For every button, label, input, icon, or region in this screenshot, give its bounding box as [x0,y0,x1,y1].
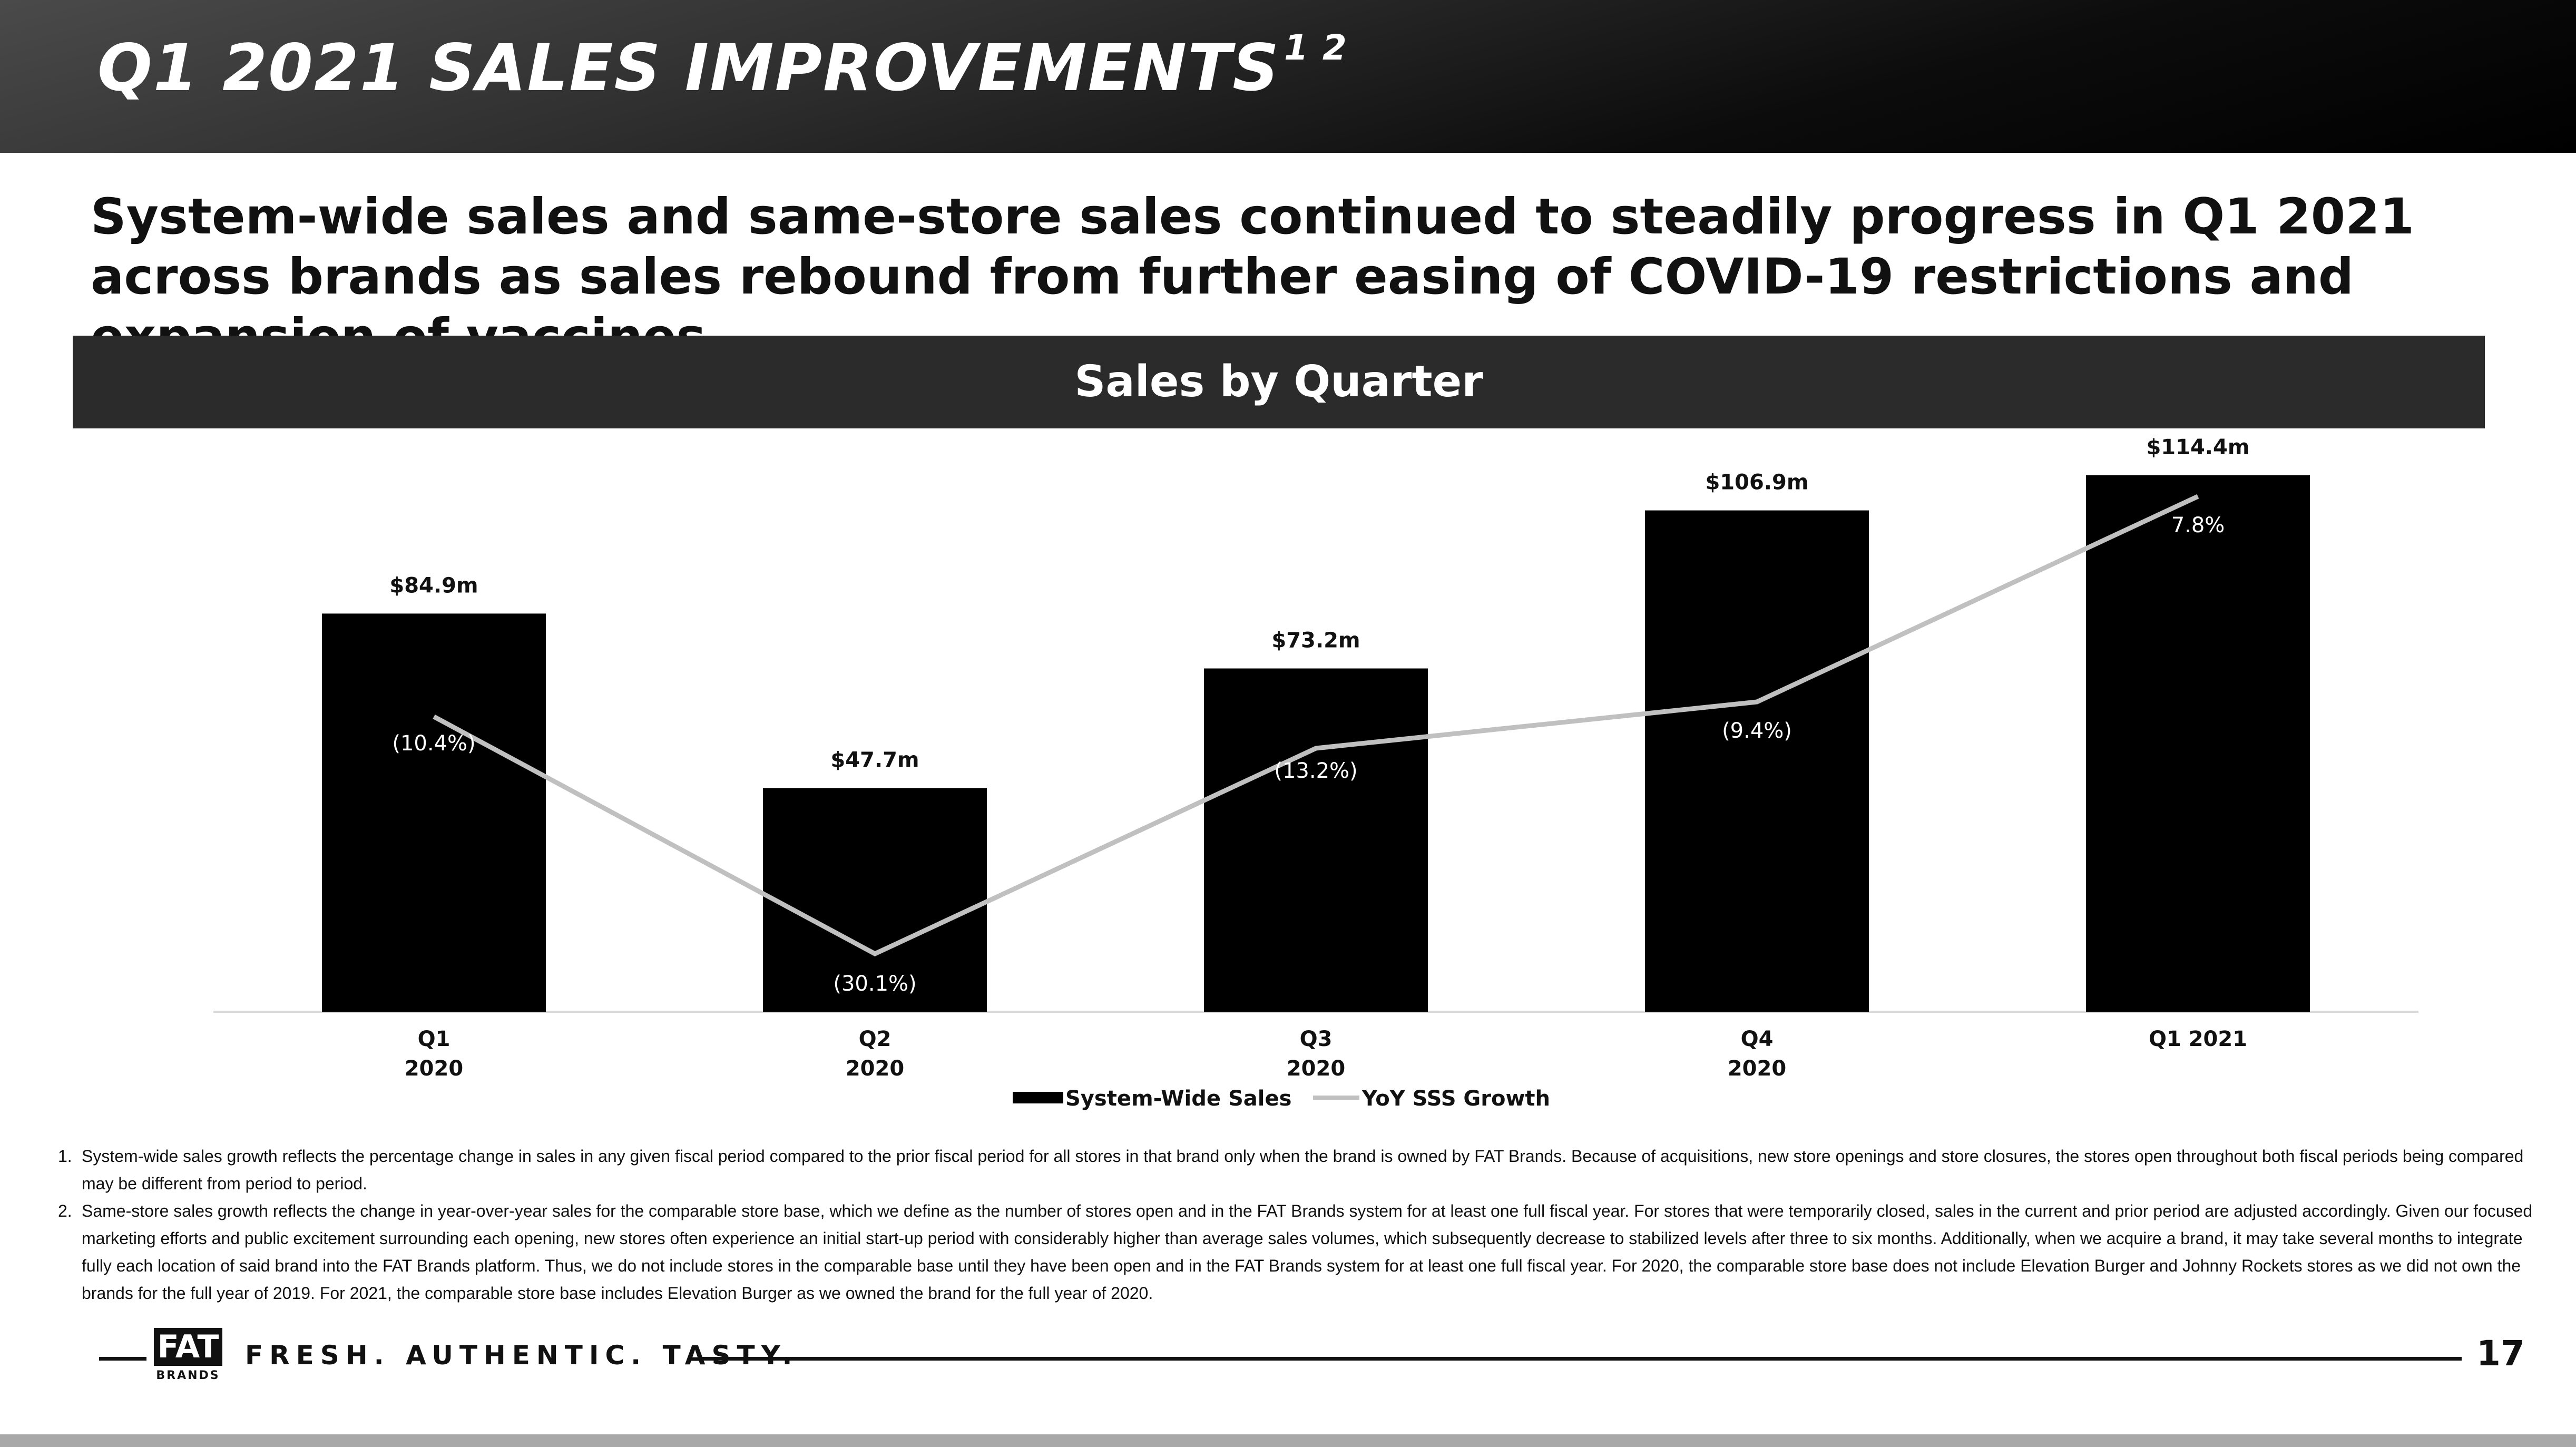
bar-value-label: $106.9m [1705,471,1808,495]
x-tick-label: Q1 2021 [2149,1027,2247,1051]
x-tick-label: Q1 [418,1027,450,1051]
legend-label-line: YoY SSS Growth [1362,1087,1550,1111]
x-tick-label: Q3 [1300,1027,1333,1051]
bar-system-wide-sales [2086,475,2310,1012]
logo-wordmark: FAT [154,1328,222,1366]
x-tick-label: 2020 [405,1057,463,1081]
footnote-2: 2. Same-store sales growth reflects the … [58,1197,2534,1307]
legend-swatch-bars [1013,1092,1063,1103]
x-tick-label: 2020 [846,1057,904,1081]
page-number: 17 [2476,1333,2525,1374]
footnote-number: 2. [58,1201,72,1220]
chart-banner: Sales by Quarter [73,336,2485,428]
sales-by-quarter-chart: $84.9m $47.7m $73.2m $106.9m $114.4m (10.4%) (… [213,435,2418,1111]
bar-system-wide-sales [1645,510,1869,1012]
x-tick-label: 2020 [1287,1057,1345,1081]
legend-label-bars: System-Wide Sales [1065,1087,1291,1111]
footnote-text: System-wide sales growth reflects the pe… [82,1147,2524,1193]
line-value-label: (10.4%) [392,731,475,756]
x-tick-label: 2020 [1728,1057,1786,1081]
x-tick-label: Q4 [1741,1027,1774,1051]
title-superscript: 1 2 [1284,27,1348,68]
footnotes: 1. System-wide sales growth reflects the… [58,1142,2534,1307]
line-yoy-sss-growth [433,494,2199,957]
header-band [0,0,2576,153]
bottom-strip [0,1434,2576,1447]
footer-rule-left [99,1357,146,1361]
chart-title: Sales by Quarter [1074,357,1483,407]
line-value-label: (30.1%) [833,972,916,996]
bar-value-label: $73.2m [1271,629,1360,653]
fat-brands-logo: FAT BRANDS [154,1328,222,1386]
footer-rule-right [701,1357,2462,1361]
line-value-label: 7.8% [2171,513,2225,537]
footnote-text: Same-store sales growth reflects the cha… [82,1201,2533,1303]
logo-subtext: BRANDS [156,1369,220,1382]
bar-system-wide-sales [322,613,546,1012]
bar-system-wide-sales [763,788,987,1012]
line-value-label: (13.2%) [1274,759,1357,783]
x-tick-label: Q2 [859,1027,892,1051]
footnote-number: 1. [58,1147,72,1166]
tagline: FRESH. AUTHENTIC. TASTY. [245,1340,799,1371]
footnote-1: 1. System-wide sales growth reflects the… [58,1142,2534,1197]
bar-value-label: $114.4m [2146,435,2249,459]
bar-system-wide-sales [1204,668,1428,1012]
line-value-label: (9.4%) [1722,719,1792,743]
page-title: Q1 2021 SALES IMPROVEMENTS 1 2 [97,27,1348,105]
bar-value-label: $84.9m [389,573,478,598]
bar-value-label: $47.7m [830,748,919,772]
slide-subtitle: System-wide sales and same-store sales c… [91,188,2415,366]
